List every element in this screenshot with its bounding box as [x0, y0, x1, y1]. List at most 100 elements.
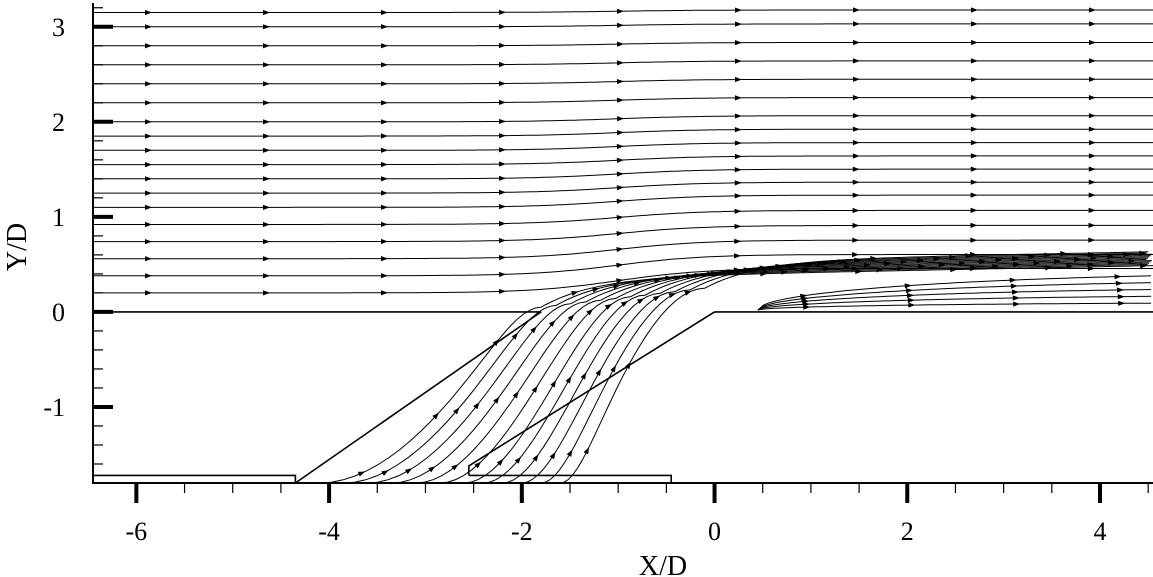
streamline-arrow [1088, 113, 1096, 119]
streamline-arrow [263, 239, 270, 245]
streamline-arrow [145, 24, 152, 30]
streamline-arrow [498, 61, 506, 68]
streamline-arrow [498, 237, 506, 244]
streamline-arrow [855, 268, 863, 275]
streamline-arrow [734, 58, 742, 64]
streamline-arrow [616, 214, 624, 221]
bubble-streamline [757, 295, 1152, 311]
streamline-arrow [1088, 179, 1096, 185]
streamline-arrow [1013, 301, 1021, 307]
streamline-arrow [263, 273, 270, 279]
streamline-arrow [432, 412, 439, 420]
streamline-arrow [511, 332, 518, 340]
streamline-arrow [380, 238, 388, 245]
streamline-arrow [970, 207, 978, 213]
plenum-right [468, 474, 672, 483]
streamline-arrow [1088, 126, 1096, 132]
streamline-arrow [498, 42, 506, 49]
streamline-arrow [616, 143, 624, 150]
streamline-arrow [734, 153, 742, 160]
freestream-streamline [93, 224, 1153, 243]
y-tick-label: 3 [52, 13, 65, 42]
streamline-arrow [498, 99, 506, 106]
streamline-arrow [567, 314, 575, 322]
streamline-arrow [616, 185, 624, 191]
streamline-arrow [380, 273, 388, 279]
streamline-arrow [1140, 263, 1148, 269]
streamline-arrow [145, 133, 152, 139]
y-tick-label: 0 [52, 298, 65, 327]
streamline-arrow [381, 133, 388, 139]
streamline-arrow [145, 221, 152, 228]
streamline-arrow [145, 204, 152, 210]
streamline-arrow [1116, 287, 1124, 293]
y-axis-ticks: -1 0 1 2 3 [43, 7, 113, 484]
streamline-arrow [616, 41, 624, 47]
streamline-arrow [1117, 294, 1125, 300]
hole-downstream-wall [468, 311, 715, 476]
streamline-arrow [145, 100, 152, 106]
streamline-arrow [145, 239, 152, 245]
streamline-arrow [775, 263, 783, 269]
streamline-arrow [1089, 58, 1096, 64]
streamline-arrow [852, 126, 860, 132]
x-tick-label: 4 [1094, 517, 1107, 546]
y-axis-title: Y/D [2, 223, 33, 271]
streamline-arrow [496, 458, 504, 466]
streamline-arrow [548, 320, 556, 327]
streamline-arrow [1012, 255, 1020, 261]
streamline-arrow [1010, 283, 1018, 289]
streamline-arrow [853, 39, 860, 46]
x-tick-label: -4 [318, 517, 340, 546]
streamline-arrow [876, 267, 884, 273]
streamline-arrow [566, 449, 573, 457]
streamline-arrow [852, 140, 860, 146]
streamline-arrow [145, 290, 152, 296]
streamline-arrow [1088, 153, 1096, 159]
streamline-arrow [145, 119, 152, 125]
jet-streamline [367, 262, 1150, 484]
streamline-arrow [616, 171, 624, 177]
streamline-arrow [145, 176, 152, 182]
streamline-arrow [380, 221, 388, 228]
streamline-arrow [1114, 274, 1122, 280]
x-tick-label: -6 [126, 517, 148, 546]
streamline-arrow [616, 262, 624, 268]
streamline-arrow [1089, 76, 1096, 82]
streamline-arrow [938, 262, 946, 268]
streamline-arrow [1045, 265, 1053, 271]
streamline-arrow [897, 265, 905, 271]
streamline-arrow [616, 198, 624, 204]
streamline-arrow [263, 100, 270, 106]
streamline-arrow [907, 297, 915, 303]
streamline-arrow [263, 62, 270, 68]
streamline-arrow [381, 62, 388, 68]
streamline-arrow [1088, 166, 1096, 172]
streamline-arrow [263, 204, 270, 210]
streamline-arrow [971, 265, 979, 271]
streamline-arrow [1089, 21, 1096, 27]
axes-lines [92, 3, 1153, 484]
streamline-arrow [263, 81, 270, 87]
streamline-arrow [904, 283, 912, 289]
streamline-arrow [853, 58, 860, 64]
streamline-arrow [734, 95, 742, 101]
streamline-arrow [498, 288, 506, 295]
streamline-arrow [853, 7, 860, 13]
streamline-arrow [145, 147, 152, 153]
streamline-arrow [965, 253, 973, 259]
streamline-arrow [1118, 300, 1126, 306]
streamline-arrow [145, 256, 152, 262]
streamline-arrow [1088, 192, 1096, 198]
streamline-arrow [970, 237, 978, 243]
streamline-arrow [1011, 289, 1019, 295]
streamline-arrow [636, 298, 645, 305]
streamline-arrow [145, 9, 152, 16]
streamline-arrow [616, 157, 624, 163]
streamline-arrow [145, 81, 152, 87]
streamline-arrow [263, 119, 270, 125]
streamline-arrow [1115, 280, 1123, 286]
streamline-arrow [852, 252, 860, 258]
streamline-arrow [498, 189, 506, 196]
